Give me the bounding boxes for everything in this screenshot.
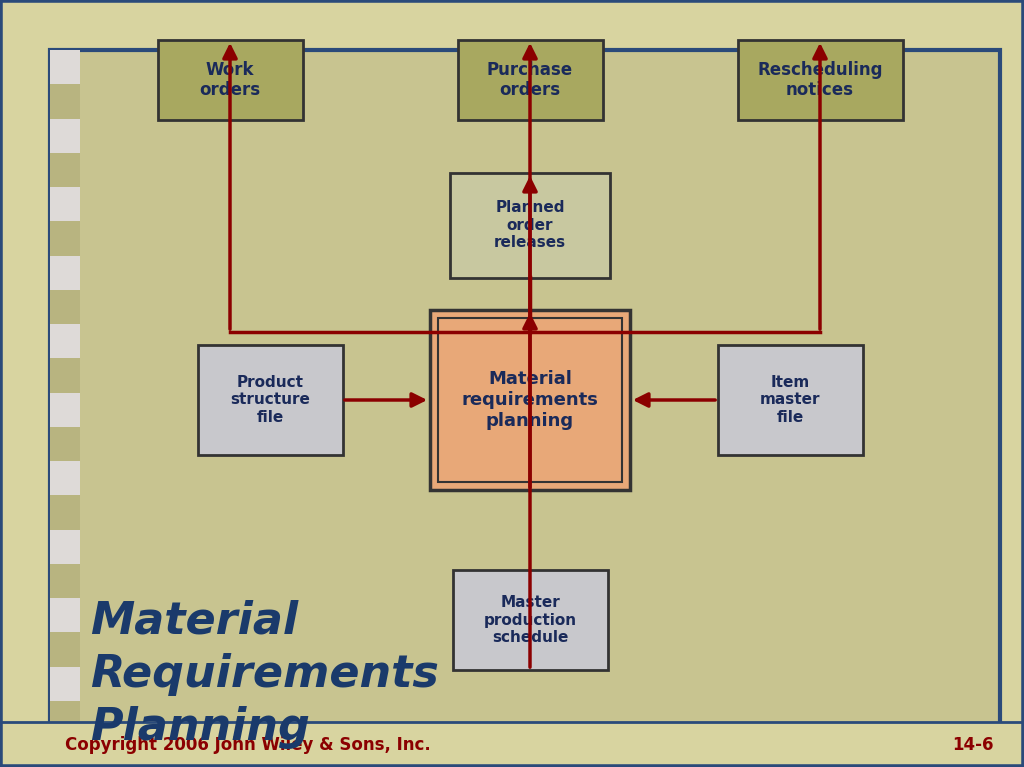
Bar — [50, 564, 80, 598]
Bar — [50, 632, 80, 667]
Bar — [50, 667, 80, 701]
Text: Material
requirements
planning: Material requirements planning — [462, 370, 598, 430]
Bar — [50, 221, 80, 255]
Bar — [50, 461, 80, 495]
Bar — [438, 318, 622, 482]
Bar — [50, 84, 80, 118]
Bar — [737, 40, 902, 120]
Text: Rescheduling
notices: Rescheduling notices — [758, 61, 883, 100]
Text: Item
master
file: Item master file — [760, 375, 820, 425]
Bar — [50, 255, 80, 290]
Bar — [50, 50, 1000, 735]
Bar — [50, 393, 80, 426]
Bar — [50, 701, 80, 735]
Bar — [450, 173, 610, 278]
Bar — [453, 570, 607, 670]
Bar — [50, 529, 80, 564]
Bar — [430, 310, 630, 490]
Bar — [458, 40, 602, 120]
Text: Purchase
orders: Purchase orders — [487, 61, 573, 100]
Bar — [50, 118, 80, 153]
Bar — [50, 290, 80, 324]
Bar — [50, 426, 80, 461]
Text: Planned
order
releases: Planned order releases — [494, 200, 566, 250]
Bar — [198, 345, 342, 455]
Text: Master
production
schedule: Master production schedule — [483, 595, 577, 645]
Bar — [50, 324, 80, 358]
Bar — [50, 153, 80, 187]
Bar — [50, 358, 80, 393]
Text: 14-6: 14-6 — [952, 736, 994, 754]
Bar — [50, 495, 80, 529]
Text: Copyright 2006 John Wiley & Sons, Inc.: Copyright 2006 John Wiley & Sons, Inc. — [65, 736, 431, 754]
Bar — [718, 345, 862, 455]
Bar — [158, 40, 302, 120]
Bar — [0, 722, 1024, 767]
Bar — [50, 187, 80, 221]
Bar — [50, 598, 80, 632]
Text: Material
Requirements
Planning: Material Requirements Planning — [90, 600, 439, 749]
Bar — [50, 50, 80, 84]
Text: Product
structure
file: Product structure file — [230, 375, 310, 425]
Text: Work
orders: Work orders — [200, 61, 260, 100]
